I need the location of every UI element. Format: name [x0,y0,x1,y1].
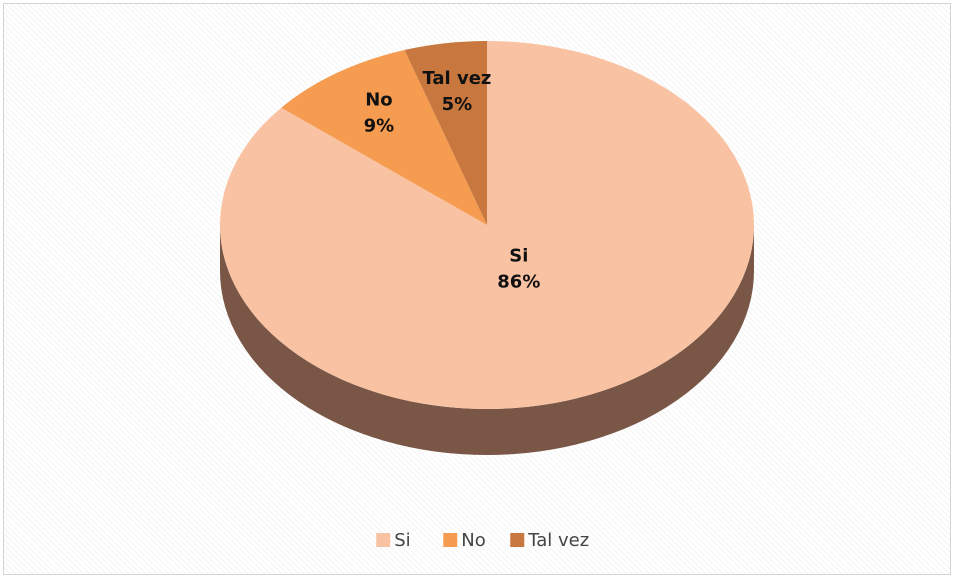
legend-item-no: No [443,530,486,551]
data-label-tal-vez: Tal vez 5% [422,68,491,115]
data-label-si: Si 86% [497,246,540,293]
pie-depth [220,225,754,455]
pie-side-si [220,225,754,455]
pie-slice-tal-vez [404,41,487,225]
legend: Si No Tal vez [376,530,589,551]
legend-swatch-no [443,533,458,547]
legend-label-tal-vez: Tal vez [527,530,589,551]
legend-item-tal-vez: Tal vez [510,530,589,551]
pie-slice-no [281,50,487,225]
pie-slices [219,41,755,409]
legend-label-si: Si [394,530,410,551]
data-labels: Si 86% No 9% Tal vez 5% [364,68,541,292]
legend-swatch-tal-vez [510,533,525,547]
data-label-no: No 9% [364,89,395,136]
legend-swatch-si [376,533,391,547]
legend-item-si: Si [376,530,411,551]
legend-label-no: No [461,530,485,551]
